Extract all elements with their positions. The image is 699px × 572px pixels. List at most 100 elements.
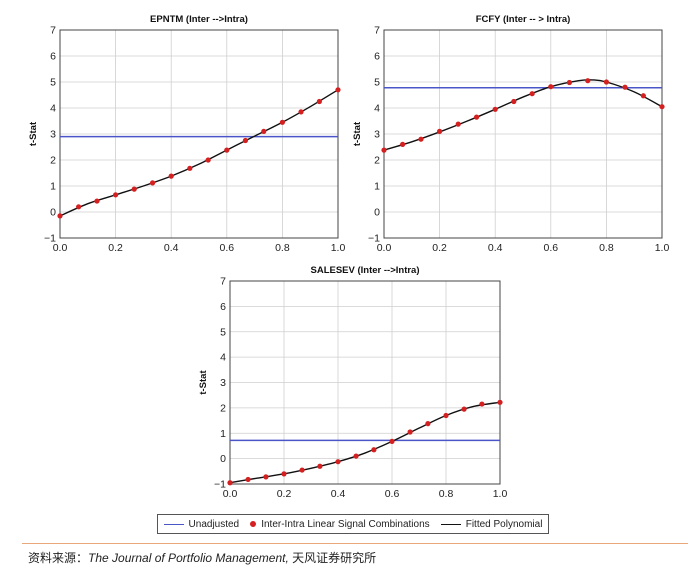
x-tick-label: 0.2 — [108, 242, 123, 254]
plot-frame — [59, 29, 339, 239]
y-tick-label: 5 — [50, 77, 56, 89]
chart-title: FCFY (Inter -- > Intra) — [476, 14, 571, 25]
y-tick-label: 0 — [220, 453, 226, 465]
y-tick-label: 5 — [220, 326, 226, 338]
x-tick-label: 1.0 — [331, 242, 346, 254]
combination-point — [443, 412, 449, 419]
combination-point — [299, 467, 305, 473]
chart-title: EPNTM (Inter -->Intra) — [150, 14, 248, 25]
y-tick-label: −1 — [368, 233, 380, 245]
chart-panel-salesev: −1 0 1 2 3 4 5 6 7 0.0 0.2 0.4 0.6 0.8 1.0 SALESEV (Int… — [198, 265, 507, 500]
combination-point — [389, 438, 395, 444]
chart-panel-fcfy: −1 0 1 2 3 4 5 6 7 0.0 0.2 0.4 0.6 0.8 1.0 FCFY (Inter … — [352, 14, 669, 254]
legend-swatch-combinations — [250, 521, 257, 527]
combination-point — [437, 128, 443, 134]
combination-point — [461, 406, 467, 412]
combination-point — [640, 93, 646, 99]
combination-point — [76, 204, 82, 210]
y-tick-label: 4 — [50, 103, 56, 115]
y-tick-label: 3 — [374, 129, 380, 141]
x-tick-label: 0.4 — [488, 242, 503, 254]
x-tick-label: 0.8 — [599, 242, 614, 254]
y-tick-label: 5 — [374, 77, 380, 89]
combination-point — [381, 147, 387, 153]
plot-frame — [229, 280, 501, 485]
combination-point — [187, 165, 193, 171]
y-axis-label: t-Stat — [198, 370, 209, 395]
combination-point — [317, 463, 323, 469]
combination-point — [298, 109, 304, 115]
y-tick-label: 7 — [50, 25, 56, 37]
y-tick-label: 4 — [374, 103, 380, 115]
combination-point — [57, 213, 63, 219]
combination-point — [227, 480, 233, 486]
source-note: 资料来源：The Journal of Portfolio Management… — [28, 549, 376, 566]
y-tick-label: 3 — [50, 129, 56, 141]
combination-point — [335, 459, 341, 465]
chart-legend: Unadjusted Inter-Intra Linear Signal Com… — [157, 514, 549, 534]
y-tick-label: 7 — [220, 276, 226, 288]
legend-item-fitted: Fitted Polynomial — [440, 519, 542, 530]
x-tick-label: 0.6 — [219, 242, 234, 254]
combination-point — [353, 453, 359, 459]
combination-point — [261, 128, 267, 134]
x-tick-label: 1.0 — [493, 488, 508, 500]
x-tick-label: 0.4 — [331, 488, 346, 500]
source-divider — [22, 543, 688, 544]
x-tick-label: 0.2 — [432, 242, 447, 254]
x-tick-label: 0.6 — [543, 242, 558, 254]
combination-point — [511, 98, 517, 105]
x-tick-label: 0.8 — [275, 242, 290, 254]
legend-item-unadjusted: Unadjusted — [163, 518, 240, 530]
combination-point — [400, 141, 406, 147]
y-tick-label: 2 — [50, 155, 56, 167]
x-tick-label: 0.2 — [277, 488, 292, 500]
y-tick-label: 1 — [374, 181, 380, 193]
legend-label-combinations: Inter-Intra Linear Signal Combinations — [261, 518, 430, 530]
combination-point — [418, 136, 424, 142]
combination-point — [603, 79, 610, 85]
x-tick-label: 0.6 — [385, 488, 400, 500]
source-prefix: 资料来源： — [28, 551, 89, 565]
combination-point — [371, 447, 377, 453]
combination-point — [263, 474, 269, 480]
y-axis-label: t-Stat — [28, 121, 39, 146]
combination-point — [242, 137, 249, 144]
combination-point — [113, 192, 119, 198]
legend-item-combinations: Inter-Intra Linear Signal Combinations — [250, 518, 430, 530]
combination-point — [479, 401, 485, 407]
combination-point — [566, 79, 573, 86]
plot-frame — [383, 29, 663, 239]
combination-point — [279, 119, 285, 125]
y-tick-label: −1 — [214, 479, 226, 491]
fitted-polynomial-curve — [383, 79, 663, 151]
y-tick-label: 0 — [374, 207, 380, 219]
combination-point — [407, 429, 413, 435]
y-axis-label: t-Stat — [352, 121, 363, 146]
chart-panel-epntm: −1 0 1 2 3 4 5 6 7 0.0 0.2 0.4 0.6 0.8 1.0 EPNTM (Inter… — [28, 14, 345, 254]
y-tick-label: 6 — [220, 301, 226, 313]
y-tick-label: 0 — [50, 207, 56, 219]
x-tick-label: 0.0 — [223, 488, 238, 500]
combination-point — [245, 476, 251, 483]
x-tick-label: 1.0 — [655, 242, 670, 254]
combination-point — [94, 198, 100, 204]
combination-point — [492, 106, 498, 112]
y-tick-label: 1 — [220, 428, 226, 440]
combination-point — [425, 421, 431, 427]
y-tick-label: 1 — [50, 181, 56, 193]
combination-point — [529, 91, 535, 97]
combination-point — [224, 147, 230, 153]
source-journal: The Journal of Portfolio Management, — [88, 551, 289, 565]
y-tick-label: 6 — [50, 51, 56, 63]
combination-point — [622, 84, 628, 90]
source-suffix: 天风证券研究所 — [288, 551, 377, 565]
x-tick-label: 0.4 — [164, 242, 179, 254]
y-tick-label: −1 — [44, 233, 56, 245]
y-tick-label: 4 — [220, 352, 226, 364]
combination-point — [455, 121, 461, 127]
combination-point — [585, 78, 591, 84]
legend-label-unadjusted: Unadjusted — [188, 518, 240, 530]
combination-point — [168, 173, 174, 179]
